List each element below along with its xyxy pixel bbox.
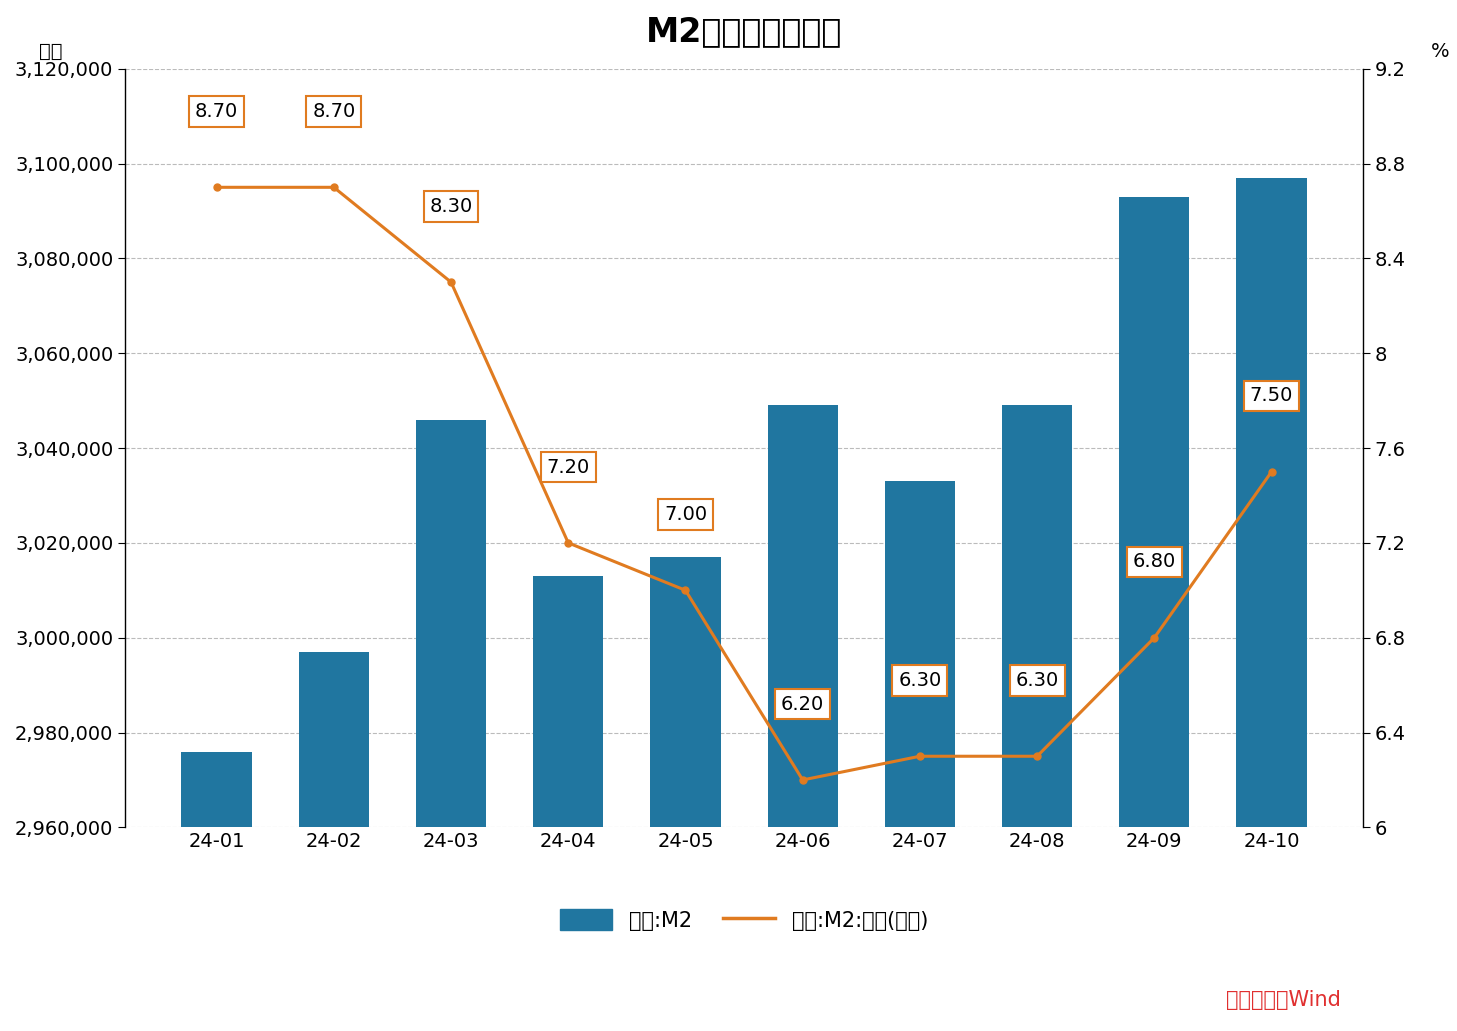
Bar (1002, 405, 1072, 1031)
Text: 6.20: 6.20 (781, 695, 825, 713)
Text: 8.30: 8.30 (430, 197, 472, 215)
Title: M2数据及变化情况: M2数据及变化情况 (645, 15, 842, 48)
Legend: 中国:M2, 中国:M2:同比(右轴): 中国:M2, 中国:M2:同比(右轴) (549, 898, 938, 941)
Bar (884, 481, 954, 1031)
Text: 7.00: 7.00 (664, 505, 707, 524)
Text: 8.70: 8.70 (312, 102, 356, 121)
Bar (650, 557, 721, 1031)
Text: 亿元: 亿元 (38, 42, 63, 61)
Text: 7.20: 7.20 (546, 458, 590, 476)
Bar (182, 752, 252, 1031)
Text: 8.70: 8.70 (195, 102, 239, 121)
Text: 6.30: 6.30 (1016, 671, 1059, 690)
Bar (1237, 177, 1307, 1031)
Bar (533, 576, 603, 1031)
Text: 7.50: 7.50 (1250, 387, 1294, 405)
Bar (299, 652, 369, 1031)
Bar (768, 405, 838, 1031)
Text: %: % (1431, 42, 1450, 61)
Bar (415, 420, 487, 1031)
Text: 数据来源：Wind: 数据来源：Wind (1225, 991, 1340, 1010)
Text: 6.30: 6.30 (899, 671, 941, 690)
Text: 6.80: 6.80 (1132, 553, 1176, 571)
Bar (1119, 197, 1189, 1031)
